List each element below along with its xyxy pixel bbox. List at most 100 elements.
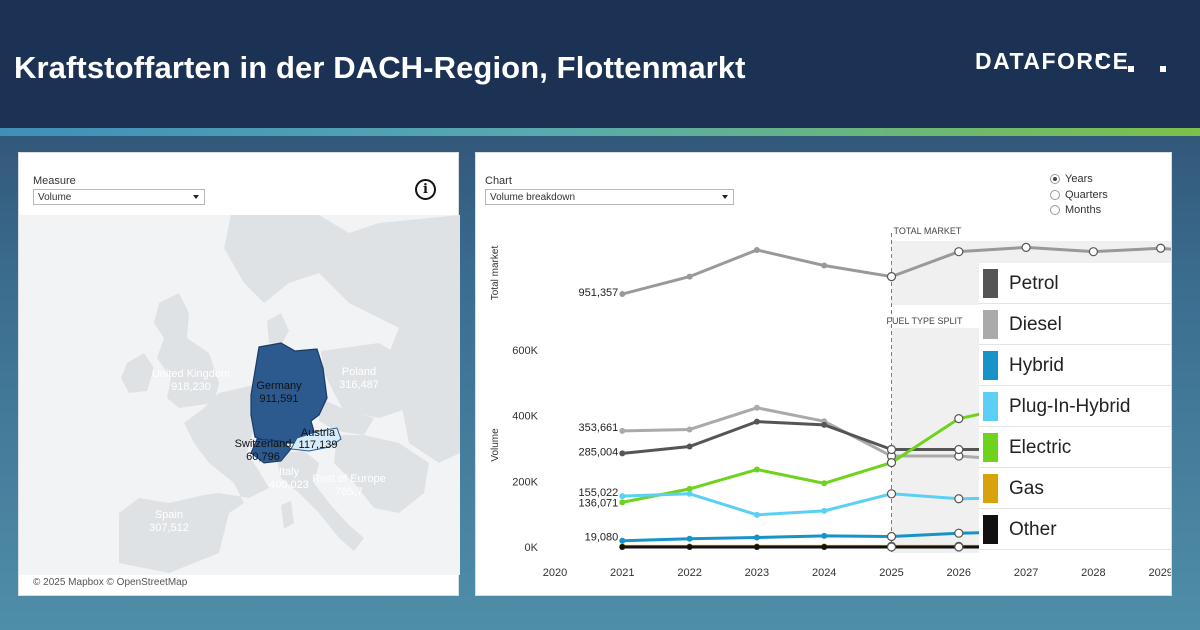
series-point [753,418,760,425]
map-value-rest: 765,7 [335,486,363,498]
accent-bar [0,128,1200,136]
legend-item-petrol[interactable]: Petrol [979,263,1171,304]
legend-swatch [983,392,998,421]
series-point [619,537,626,544]
radio-quarters[interactable]: Quarters [1050,189,1108,205]
series-data-label: 136,071 [579,497,619,509]
legend-item-gas[interactable]: Gas [979,468,1171,509]
legend-label-electric: Electric [1009,437,1072,458]
legend-label-gas: Gas [1009,478,1044,499]
chart-panel: Chart Volume breakdown Years Quarters Mo… [475,152,1172,596]
legend-label-hybrid: Hybrid [1009,355,1064,376]
map-value-uk: 918,230 [171,381,211,393]
poland-shape[interactable] [321,343,409,418]
info-icon[interactable]: i [415,179,436,200]
series-point [821,480,828,487]
map-label-germany: Germany [256,380,302,392]
measure-dropdown[interactable]: Volume [33,189,205,205]
fuel-split-section-title: FUEL TYPE SPLIT [887,316,964,326]
x-tick-label: 2026 [947,567,971,579]
total-market-point [821,262,828,269]
series-point [753,534,760,541]
map-label-switzerland: Switzerland [235,438,292,450]
legend-label-diesel: Diesel [1009,314,1062,335]
map-value-germany: 911,591 [260,393,299,405]
legend-swatch [983,433,998,462]
legend-item-plug-in-hybrid[interactable]: Plug-In-Hybrid [979,386,1171,427]
x-tick-label: 2024 [812,567,836,579]
series-point [954,542,964,552]
scandinavia-shape [224,215,460,328]
x-tick-label: 2025 [879,567,903,579]
total-market-point [1088,247,1099,257]
radio-months[interactable]: Months [1050,204,1108,220]
legend-item-electric[interactable]: Electric [979,427,1171,468]
series-point [619,450,626,457]
map-label-austria: Austria [301,427,336,439]
series-point [954,444,964,455]
period-radio-group: Years Quarters Months [1050,173,1108,220]
germany-shape[interactable] [250,342,328,444]
legend-item-diesel[interactable]: Diesel [979,304,1171,345]
ireland-shape [121,353,154,393]
volume-y-label: Volume [490,428,501,462]
x-tick-label: 2022 [677,567,701,579]
legend-item-hybrid[interactable]: Hybrid [979,345,1171,386]
austria-shape[interactable] [290,427,342,452]
radio-months-label: Months [1065,204,1102,216]
legend-swatch [983,351,998,380]
series-point [954,414,964,424]
radio-years[interactable]: Years [1050,173,1108,189]
france-iberia-shape [119,385,269,573]
united-kingdom-shape[interactable] [154,293,219,408]
legend-swatch [983,515,998,544]
switzerland-shape[interactable] [250,438,292,464]
chart-legend: Petrol Diesel Hybrid Plug-In-Hybrid Elec… [979,263,1171,553]
series-point [753,511,760,518]
chart-type-dropdown[interactable]: Volume breakdown [485,189,734,205]
europe-map[interactable]: United Kingdom 918,230 Poland 316,487 Ge… [19,153,460,597]
y-tick-label: 600K [512,345,538,357]
denmark-shape [267,313,289,345]
series-point [686,426,693,433]
map-label-rest: Rest of Europe [312,473,385,485]
total-market-point [886,272,897,282]
map-label-uk: United Kingdom [152,368,230,380]
radio-months-icon [1050,205,1060,215]
east-europe-shape [389,313,460,463]
series-point [886,542,897,552]
x-tick-label: 2027 [1014,567,1038,579]
series-point [753,466,760,473]
series-point [886,458,897,468]
series-point [619,499,626,506]
total-market-point [954,247,964,257]
map-label-italy: Italy [279,466,300,478]
series-point [821,532,828,539]
series-point [619,493,626,500]
y-tick-label: 200K [512,476,538,488]
map-panel: United Kingdom 918,230 Poland 316,487 Ge… [18,152,460,597]
series-point [821,421,828,428]
y-tick-label: 400K [512,411,538,423]
series-point [686,535,693,542]
series-point [686,544,693,550]
series-data-label: 155,022 [579,487,619,499]
italy-shape[interactable] [275,451,364,551]
header-banner: Kraftstoffarten in der DACH-Region, Flot… [0,0,1200,128]
chevron-down-icon [193,195,199,199]
dataforce-logo: DATAFORCE [975,48,1130,74]
map-value-switzerland: 60,796 [246,451,280,463]
series-point [821,544,828,550]
measure-label: Measure [33,175,76,187]
legend-item-other[interactable]: Other [979,509,1171,550]
radio-years-icon [1050,174,1060,184]
series-point [686,490,693,497]
series-point [686,485,693,492]
legend-label-other: Other [1009,519,1057,540]
rest-of-europe-shape[interactable] [334,435,429,513]
legend-swatch [983,474,998,503]
radio-quarters-label: Quarters [1065,188,1108,201]
legend-swatch [983,269,998,298]
x-tick-label: 2021 [610,567,634,579]
total-market-y-label: Total market [490,246,501,301]
